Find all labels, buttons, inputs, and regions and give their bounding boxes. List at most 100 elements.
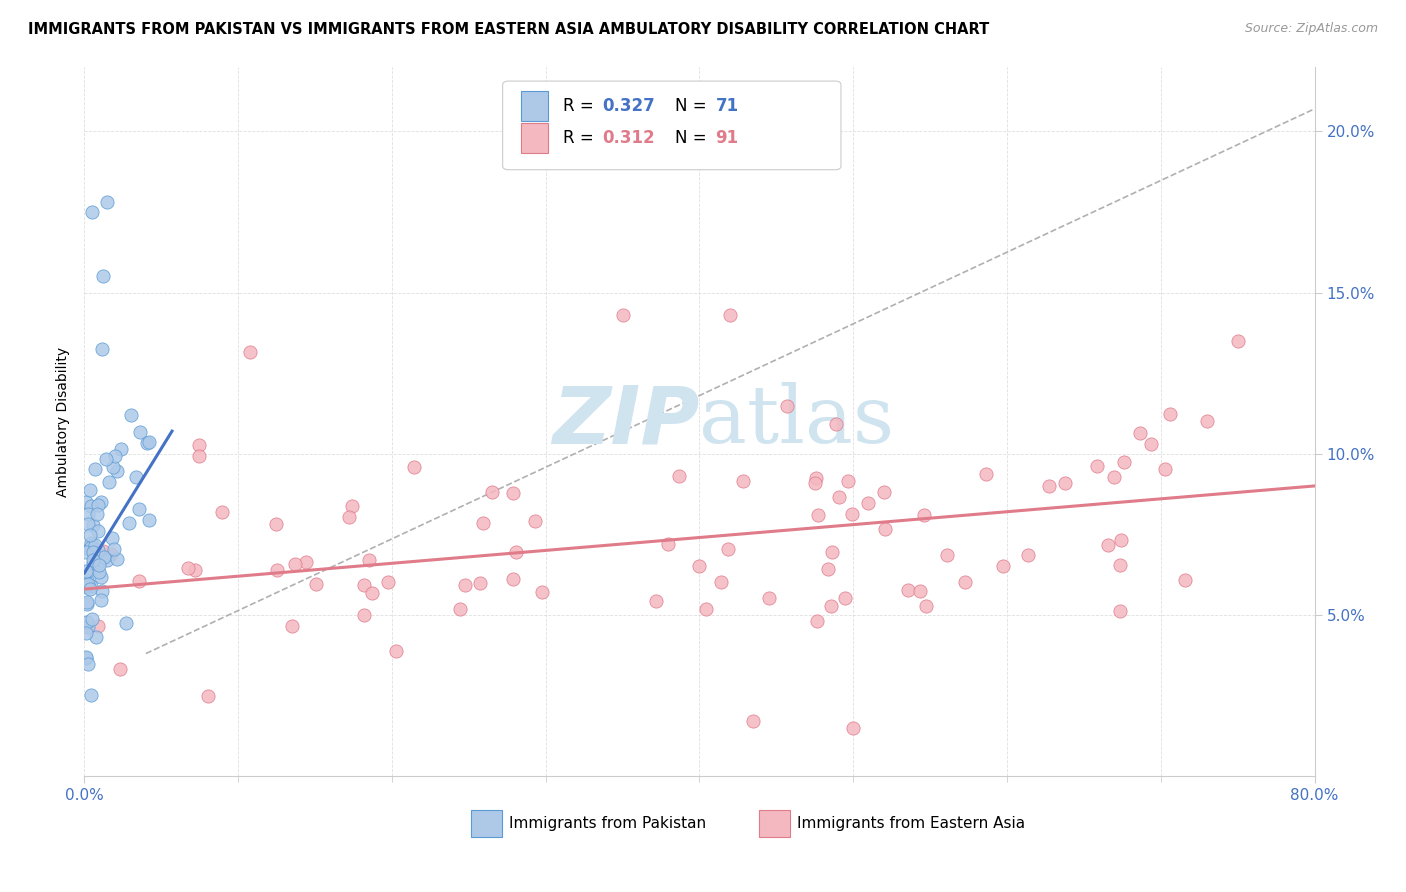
Point bbox=[872, 485, 894, 500]
Point bbox=[128, 574, 150, 589]
Point bbox=[1102, 470, 1125, 484]
Point bbox=[842, 721, 865, 735]
Point bbox=[337, 509, 360, 524]
Text: N =: N = bbox=[675, 97, 711, 115]
Point bbox=[138, 435, 160, 450]
Point bbox=[284, 557, 307, 571]
Point bbox=[360, 586, 382, 600]
Point bbox=[211, 505, 233, 519]
Point bbox=[1159, 408, 1181, 422]
Point bbox=[96, 553, 118, 567]
Text: atlas: atlas bbox=[700, 383, 894, 460]
Point bbox=[91, 269, 114, 284]
Point bbox=[135, 436, 157, 450]
Text: IMMIGRANTS FROM PAKISTAN VS IMMIGRANTS FROM EASTERN ASIA AMBULATORY DISABILITY C: IMMIGRANTS FROM PAKISTAN VS IMMIGRANTS F… bbox=[28, 22, 990, 37]
Point bbox=[1017, 548, 1039, 562]
Point bbox=[834, 591, 856, 606]
Point bbox=[1129, 426, 1152, 441]
Point bbox=[695, 602, 717, 616]
Point bbox=[825, 417, 848, 431]
Point bbox=[76, 573, 98, 587]
Point bbox=[471, 516, 494, 530]
Point bbox=[75, 575, 97, 590]
Point bbox=[718, 308, 741, 322]
Point bbox=[87, 524, 110, 538]
Point bbox=[75, 651, 97, 665]
Text: 0.327: 0.327 bbox=[602, 97, 655, 115]
Point bbox=[87, 619, 110, 633]
Point bbox=[385, 644, 408, 658]
Point bbox=[104, 450, 127, 464]
Point bbox=[806, 471, 828, 485]
FancyBboxPatch shape bbox=[503, 81, 841, 169]
Point bbox=[1111, 533, 1133, 547]
Point bbox=[908, 584, 931, 599]
Point bbox=[817, 562, 839, 576]
FancyBboxPatch shape bbox=[522, 123, 548, 153]
Point bbox=[90, 583, 112, 598]
Point bbox=[1195, 414, 1218, 428]
Point bbox=[80, 612, 103, 626]
Point bbox=[733, 474, 755, 488]
Point bbox=[657, 536, 679, 550]
Point bbox=[82, 545, 104, 559]
Point bbox=[75, 544, 97, 558]
Point bbox=[75, 495, 97, 509]
Point bbox=[807, 508, 830, 523]
Point bbox=[82, 552, 104, 566]
Point bbox=[239, 344, 262, 359]
Point bbox=[90, 593, 112, 607]
Point bbox=[481, 484, 503, 499]
Point bbox=[710, 574, 733, 589]
Point bbox=[82, 556, 104, 570]
Point bbox=[915, 599, 938, 614]
Point bbox=[1108, 558, 1130, 572]
Point bbox=[77, 620, 100, 634]
Point bbox=[841, 507, 863, 521]
Text: Source: ZipAtlas.com: Source: ZipAtlas.com bbox=[1244, 22, 1378, 36]
Point bbox=[359, 553, 381, 567]
Point bbox=[837, 474, 859, 488]
Point bbox=[79, 528, 101, 542]
Point bbox=[820, 545, 842, 559]
Point bbox=[873, 522, 896, 536]
FancyBboxPatch shape bbox=[522, 91, 548, 120]
Point bbox=[1154, 461, 1177, 475]
Point bbox=[76, 580, 98, 594]
Point bbox=[90, 549, 112, 563]
Point bbox=[502, 486, 524, 500]
Point bbox=[105, 551, 128, 566]
Text: N =: N = bbox=[675, 128, 711, 147]
Point bbox=[266, 516, 288, 531]
Point bbox=[80, 579, 103, 593]
Point bbox=[470, 576, 492, 591]
Point bbox=[75, 650, 97, 665]
Point bbox=[717, 541, 740, 556]
Point bbox=[340, 499, 363, 513]
Point bbox=[76, 595, 98, 609]
Point bbox=[80, 205, 103, 219]
Point bbox=[94, 452, 117, 467]
Point bbox=[449, 602, 471, 616]
Point bbox=[353, 578, 375, 592]
Point bbox=[77, 507, 100, 521]
Point bbox=[87, 498, 110, 512]
Point bbox=[188, 450, 211, 464]
Point bbox=[100, 547, 122, 561]
Point bbox=[103, 542, 125, 557]
Text: R =: R = bbox=[562, 97, 599, 115]
Point bbox=[353, 607, 375, 622]
Text: ZIP: ZIP bbox=[553, 383, 700, 460]
Point bbox=[1140, 437, 1163, 451]
Point bbox=[79, 483, 101, 497]
Point bbox=[86, 507, 108, 521]
Point bbox=[90, 342, 112, 356]
Point bbox=[75, 578, 97, 592]
Point bbox=[531, 584, 554, 599]
Point bbox=[294, 555, 316, 569]
Point bbox=[377, 574, 399, 589]
Point bbox=[77, 657, 100, 671]
Point bbox=[76, 615, 98, 629]
Point bbox=[1226, 334, 1249, 348]
Point bbox=[305, 577, 328, 591]
